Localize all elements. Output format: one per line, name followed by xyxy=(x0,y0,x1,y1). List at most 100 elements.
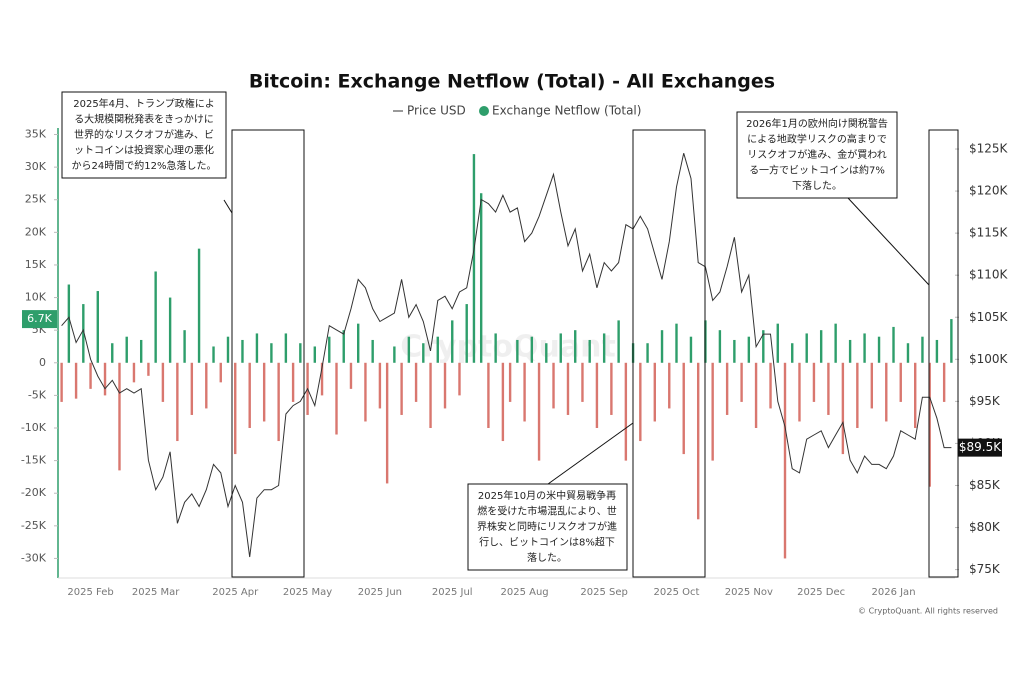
netflow-bar xyxy=(168,297,172,363)
netflow-bar xyxy=(234,362,237,455)
y-tick-label: -15K xyxy=(21,454,47,467)
netflow-bar xyxy=(834,323,837,363)
x-tick-label: 2025 Apr xyxy=(212,587,259,598)
netflow-bar xyxy=(320,362,324,396)
netflow-bar xyxy=(132,362,136,383)
netflow-bar xyxy=(147,362,150,376)
netflow-bar xyxy=(414,362,418,402)
netflow-bar xyxy=(313,346,317,363)
netflow-bar xyxy=(783,362,787,559)
netflow-bar xyxy=(190,362,194,415)
netflow-bar xyxy=(906,343,910,363)
netflow-bar xyxy=(689,336,693,363)
netflow-bar xyxy=(559,333,562,363)
annotation-text: る大規模関税発表をきっかけに xyxy=(74,113,214,126)
netflow-bar xyxy=(856,362,859,428)
netflow-bar xyxy=(349,362,353,389)
netflow-bar xyxy=(718,330,722,363)
netflow-bar xyxy=(291,362,295,402)
netflow-bar xyxy=(451,320,454,363)
annotation-box xyxy=(736,111,898,199)
netflow-bar xyxy=(277,362,280,442)
netflow-bar xyxy=(219,362,222,383)
netflow-bar xyxy=(819,330,823,363)
netflow-bar xyxy=(566,362,570,415)
y-tick-label: 25K xyxy=(25,193,47,206)
legend: Price USD Exchange Netflow (Total) xyxy=(393,104,641,118)
netflow-bar xyxy=(675,323,678,363)
netflow-bar xyxy=(899,362,902,402)
annotations: 2025年4月、トランプ政権による大規模関税発表をきっかけに世界的なリスクオフが… xyxy=(61,91,959,578)
netflow-bar xyxy=(870,362,874,409)
y2-tick-label: $110K xyxy=(969,268,1009,282)
annotation-text: 行し、ビットコインは8%超下 xyxy=(479,536,615,549)
x-tick-label: 2025 Jul xyxy=(432,587,473,598)
netflow-bar xyxy=(96,291,99,363)
netflow-bar xyxy=(262,362,266,422)
netflow-bar xyxy=(241,339,244,363)
netflow-bar xyxy=(371,339,374,363)
netflow-bar xyxy=(458,362,461,396)
current-price-badge xyxy=(958,438,1002,457)
netflow-bar xyxy=(928,362,931,487)
price-line xyxy=(61,153,952,558)
x-tick-label: 2025 Mar xyxy=(132,587,180,598)
y2-tick-label: $105K xyxy=(969,310,1009,324)
y-tick-label: 10K xyxy=(25,291,47,304)
annotation-text: 2025年10月の米中貿易戦争再 xyxy=(478,489,616,502)
netflow-bar xyxy=(248,362,251,428)
annotation-text: ットコインは投資家心理の悪化 xyxy=(74,144,214,157)
netflow-bar xyxy=(328,336,331,363)
netflow-bar xyxy=(791,343,794,363)
annotation-text: 落した。 xyxy=(527,552,567,564)
annotation-text: 世界的なリスクオフが進み、ビ xyxy=(74,128,214,141)
annotation-text: リスクオフが進み、金が買われ xyxy=(747,148,887,161)
netflow-bar xyxy=(465,304,468,363)
y2-tick-label: $125K xyxy=(969,142,1009,156)
netflow-bar xyxy=(523,362,526,422)
x-tick-label: 2026 Jan xyxy=(871,587,915,598)
netflow-bar xyxy=(212,346,215,363)
netflow-bar xyxy=(508,362,512,402)
netflow-bar xyxy=(60,362,63,402)
netflow-bar xyxy=(588,339,591,363)
netflow-bar xyxy=(299,343,302,363)
y-tick-label: 0 xyxy=(39,356,46,369)
netflow-bar xyxy=(552,362,555,409)
netflow-bar xyxy=(885,362,888,422)
netflow-bar xyxy=(711,362,714,461)
netflow-bar xyxy=(740,362,743,402)
netflow-bar xyxy=(653,362,656,422)
y-tick-label: -30K xyxy=(21,551,47,564)
netflow-bar xyxy=(67,284,71,363)
netflow-bar xyxy=(443,362,447,409)
netflow-bar xyxy=(639,362,642,442)
highlight-box xyxy=(231,129,305,578)
plot-area: 35K30K25K20K15K10K5K0-5K-10K-15K-20K-25K… xyxy=(21,128,1009,598)
netflow-bar xyxy=(581,362,584,402)
annotation-box xyxy=(467,483,628,571)
y-tick-label: 30K xyxy=(25,160,47,173)
x-tick-label: 2025 Oct xyxy=(654,587,700,598)
netflow-bar xyxy=(516,339,519,363)
netflow-bar xyxy=(725,362,729,415)
netflow-bar xyxy=(270,343,273,363)
chart-title: Bitcoin: Exchange Netflow (Total) - All … xyxy=(249,71,775,93)
netflow-bar xyxy=(436,336,439,363)
annotation-text: 2026年1月の欧州向け関税警告 xyxy=(746,117,888,130)
netflow-bar xyxy=(139,339,143,363)
netflow-bar xyxy=(537,362,541,461)
annotation-text: る一方でビットコインは約7% xyxy=(749,164,885,177)
annotation-text: 下落した。 xyxy=(792,180,842,192)
y2-tick-label: $120K xyxy=(969,184,1009,198)
netflow-bar xyxy=(892,326,895,363)
legend-swatch xyxy=(479,106,489,116)
netflow-bar xyxy=(530,336,534,363)
netflow-bar xyxy=(942,362,946,402)
annotation-text: 燃を受けた市場混乱により、世 xyxy=(477,505,616,518)
netflow-bar xyxy=(335,362,338,435)
netflow-bar xyxy=(89,362,92,389)
y2-tick-label: $100K xyxy=(969,352,1009,366)
netflow-bar xyxy=(494,333,497,363)
